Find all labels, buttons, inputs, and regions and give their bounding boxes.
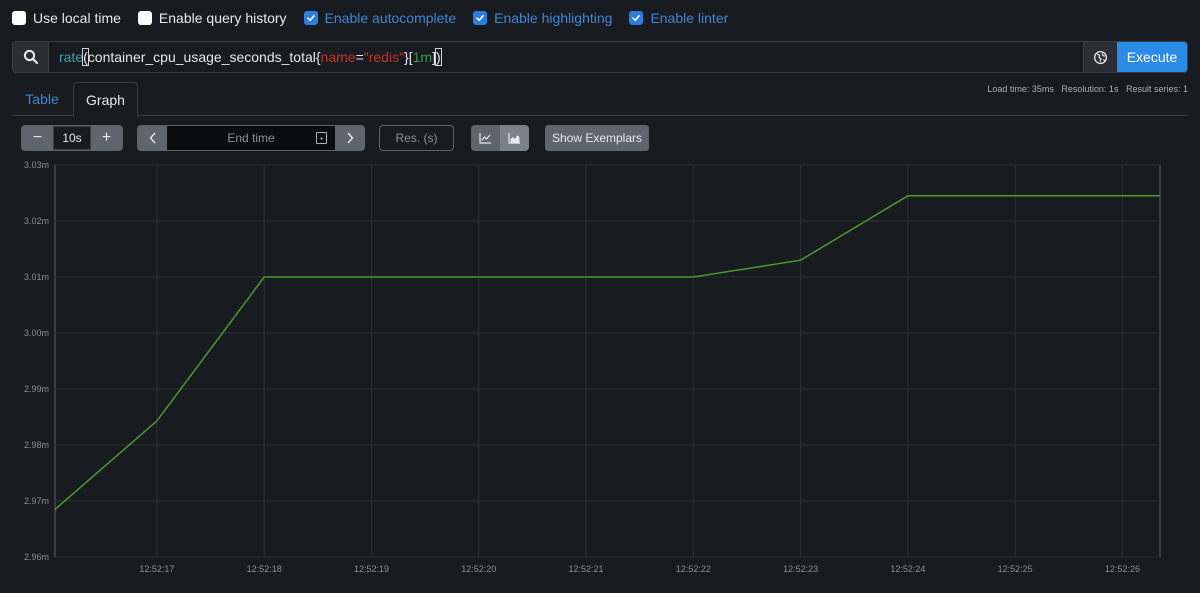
x-tick-label: 12:52:26 <box>1105 564 1140 574</box>
label-name-token: name <box>320 49 356 65</box>
x-tick-label: 12:52:23 <box>783 564 818 574</box>
checkmark-icon <box>632 15 641 22</box>
y-tick-label: 3.03m <box>24 160 49 170</box>
x-tick-label: 12:52:22 <box>676 564 711 574</box>
paren-token: ) <box>435 48 442 66</box>
show-exemplars-button[interactable]: Show Exemplars <box>545 125 649 151</box>
checkbox-checked[interactable] <box>473 11 488 25</box>
option-enable-linter[interactable]: Enable linter <box>629 10 728 26</box>
option-enable-autocomplete[interactable]: Enable autocomplete <box>303 10 457 26</box>
graph-panel: 3.03m 3.02m 3.01m 3.00m 2.99m 2.98m 2.97m 2.96m… <box>0 155 1200 593</box>
stacked-chart-icon[interactable] <box>500 125 529 151</box>
next-time-button[interactable] <box>335 126 364 150</box>
calendar-icon[interactable]: ▪ <box>316 132 327 144</box>
x-tick-label: 12:52:20 <box>461 564 496 574</box>
checkmark-icon <box>306 15 315 22</box>
expression-input[interactable]: rate(container_cpu_usage_seconds_total{n… <box>49 42 1083 72</box>
option-enable-query-history[interactable]: Enable query history <box>137 10 287 26</box>
bracket-token: [ <box>408 49 413 65</box>
x-tick-label: 12:52:24 <box>890 564 925 574</box>
end-time-control: End time ▪ <box>137 125 365 151</box>
range-input[interactable]: 10s <box>53 126 91 150</box>
query-bar: rate(container_cpu_usage_seconds_total{n… <box>12 41 1188 73</box>
chevron-right-icon <box>346 132 353 144</box>
checkbox-checked[interactable] <box>303 11 318 25</box>
y-tick-label: 3.00m <box>24 328 49 338</box>
increase-range-button[interactable]: + <box>91 126 122 150</box>
result-series: Result series: 1 <box>1125 84 1188 94</box>
brace-token: } <box>404 49 409 65</box>
tab-table[interactable]: Table <box>25 91 59 107</box>
view-tabs: Table Graph <box>12 82 1188 117</box>
option-label: Enable autocomplete <box>324 10 457 26</box>
plot-frame <box>54 164 1161 558</box>
resolution: Resolution: 1s <box>1061 84 1119 94</box>
option-enable-highlighting[interactable]: Enable highlighting <box>473 10 612 26</box>
x-tick-label: 12:52:19 <box>354 564 389 574</box>
line-chart: 3.03m 3.02m 3.01m 3.00m 2.99m 2.98m 2.97m 2.96m… <box>24 160 1161 574</box>
end-time-input[interactable]: End time ▪ <box>167 126 335 150</box>
option-label: Use local time <box>33 10 121 26</box>
metric-token: container_cpu_usage_seconds_total <box>87 49 316 65</box>
execute-button[interactable]: Execute <box>1117 42 1187 72</box>
x-tick-label: 12:52:21 <box>569 564 604 574</box>
globe-icon[interactable] <box>1083 42 1117 72</box>
chart-mode-toggle <box>471 125 529 151</box>
option-label: Enable highlighting <box>494 10 613 26</box>
search-icon <box>13 42 49 72</box>
y-tick-label: 3.01m <box>24 272 49 282</box>
resolution-input[interactable]: Res. (s) <box>379 125 454 151</box>
chevron-left-icon <box>149 132 156 144</box>
range-control: − 10s + <box>21 125 123 151</box>
query-stats: Load time: 35ms Resolution: 1s Result se… <box>987 84 1188 94</box>
operator-token: = <box>355 49 364 65</box>
x-tick-label: 12:52:25 <box>998 564 1033 574</box>
label-value-token: "redis" <box>363 49 405 65</box>
y-tick-label: 2.98m <box>24 440 49 450</box>
y-tick-label: 2.99m <box>24 384 49 394</box>
checkbox[interactable] <box>12 11 26 25</box>
bracket-token: ] <box>432 49 436 65</box>
checkbox[interactable] <box>137 11 152 25</box>
option-label: Enable query history <box>158 10 287 26</box>
x-tick-label: 12:52:18 <box>247 564 282 574</box>
end-time-placeholder: End time <box>227 131 275 145</box>
brace-token: { <box>315 49 321 65</box>
previous-time-button[interactable] <box>138 126 167 150</box>
range-token: 1m <box>412 49 433 65</box>
query-options-bar: Use local time Enable query history Enab… <box>12 8 745 28</box>
paren-token: ( <box>82 48 89 66</box>
option-label: Enable linter <box>650 10 729 26</box>
y-tick-label: 2.97m <box>24 496 49 506</box>
decrease-range-button[interactable]: − <box>22 126 53 150</box>
line-chart-icon[interactable] <box>471 125 500 151</box>
load-time: Load time: 35ms <box>987 84 1054 94</box>
y-tick-label: 3.02m <box>24 216 49 226</box>
checkmark-icon <box>476 15 484 22</box>
y-tick-label: 2.96m <box>24 552 49 562</box>
function-token: rate <box>59 49 84 65</box>
series-line[interactable] <box>54 195 1160 510</box>
x-tick-label: 12:52:17 <box>139 564 174 574</box>
option-use-local-time[interactable]: Use local time <box>12 10 121 26</box>
checkbox-checked[interactable] <box>629 11 644 25</box>
tab-graph[interactable]: Graph <box>73 82 138 117</box>
